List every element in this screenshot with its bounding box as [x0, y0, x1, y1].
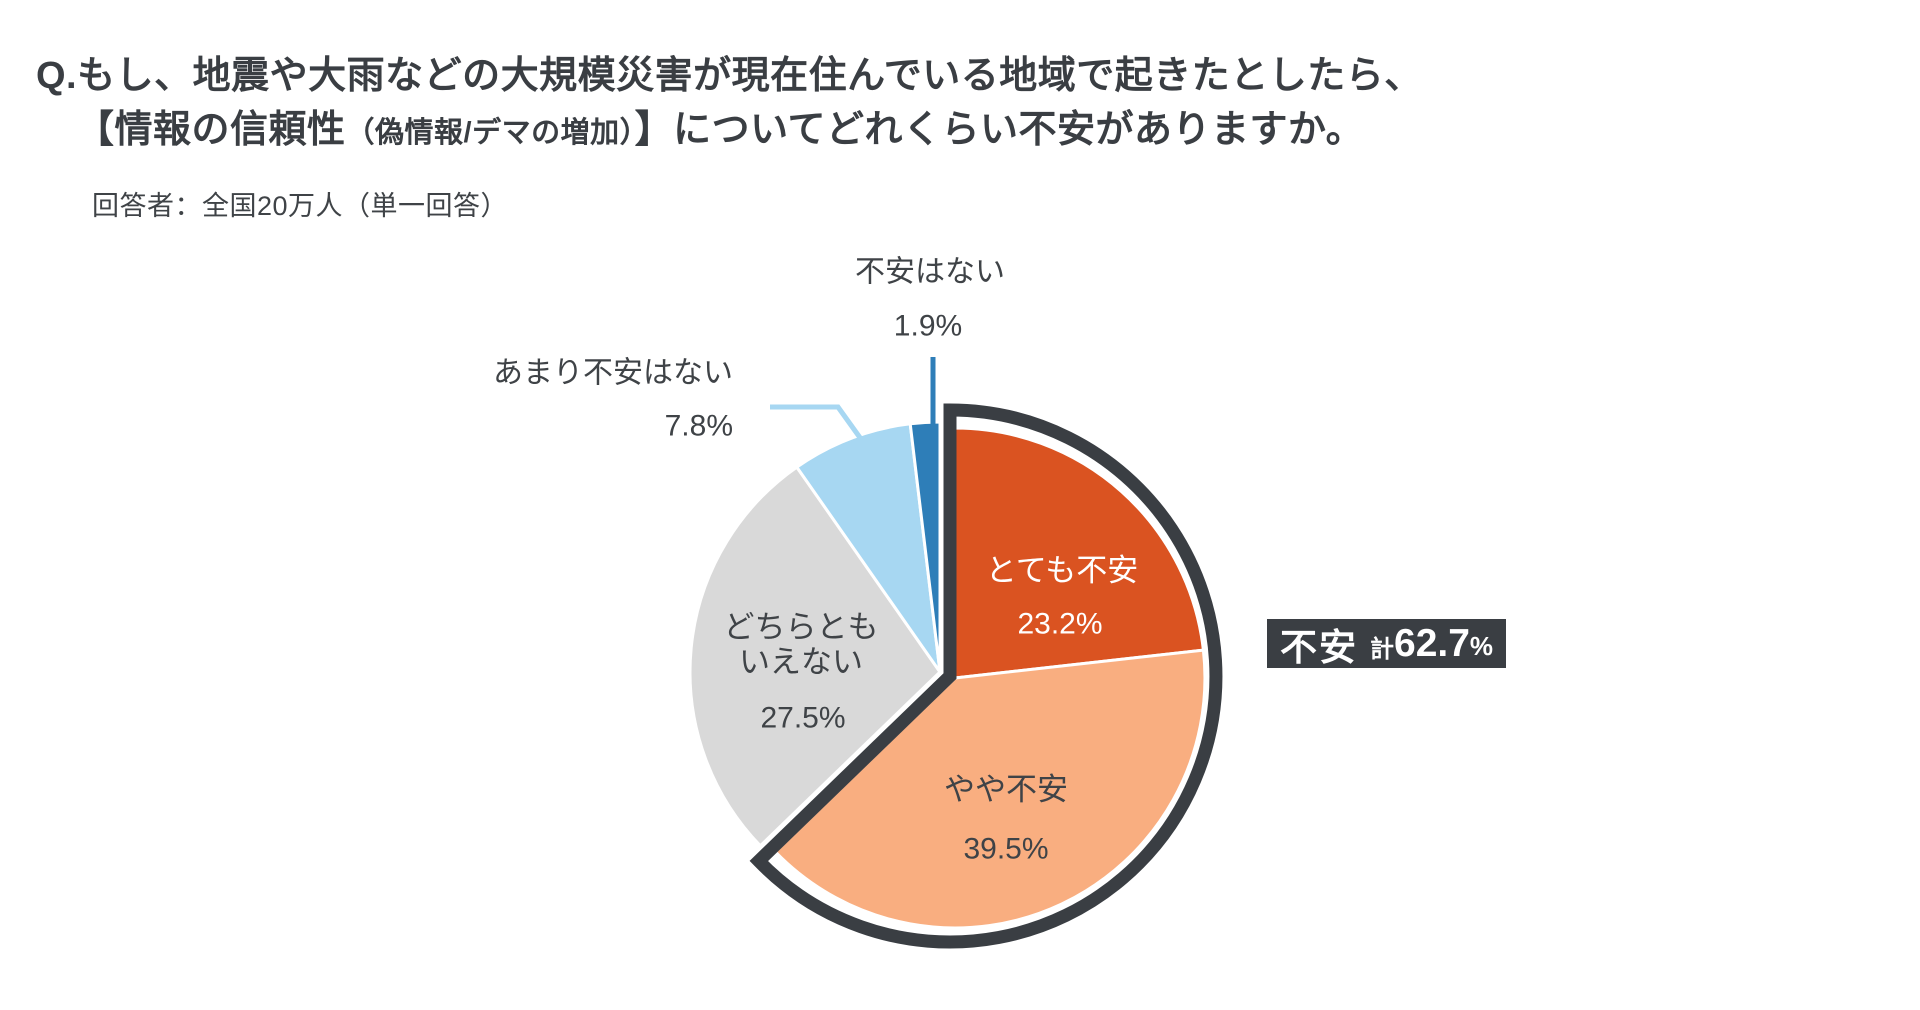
question-title-line1: Q.もし、地震や大雨などの大規模災害が現在住んでいる地域で起きたとしたら、: [36, 55, 1423, 97]
question-title-line2-parenthetical: （偽情報/デマの増加）: [345, 117, 635, 149]
respondents-note: 回答者：全国20万人（単一回答）: [92, 191, 509, 221]
label-very-anxious: とても不安: [985, 552, 1139, 588]
pie-slice-not-very-anxious: [794, 422, 942, 673]
label-neutral: どちらともいえない: [723, 609, 879, 679]
value-very-anxious: 23.2%: [1017, 607, 1103, 641]
badge-total-prefix: 計: [1370, 636, 1394, 663]
value-neutral: 27.5%: [760, 701, 846, 735]
value-not-very-anxious: 7.8%: [664, 409, 733, 443]
value-somewhat-anxious: 39.5%: [963, 832, 1049, 866]
pie-slice-somewhat-anxious: [773, 648, 1207, 930]
label-no-anxiety: 不安はない: [855, 255, 1005, 289]
pie-slice-neutral: [688, 465, 942, 848]
anxiety-total-badge: 不安 計 62.7 %: [1267, 619, 1507, 668]
anxiety-group-outline: [749, 403, 1223, 949]
question-title-line2: 【情報の信頼性（偽情報/デマの増加）】についてどれくらい不安がありますか。: [76, 98, 1364, 153]
question-title-line2-main-suffix: 】についてどれくらい不安がありますか。: [634, 109, 1365, 151]
label-not-very-anxious: あまり不安はない: [493, 356, 733, 390]
value-no-anxiety: 1.9%: [893, 309, 963, 343]
pie-slice-very-anxious: [953, 426, 1206, 680]
badge-total-value: 62.7: [1394, 621, 1470, 665]
pie-slice-no-anxiety: [908, 420, 942, 673]
badge-percent-unit: %: [1469, 631, 1494, 661]
label-somewhat-anxious: やや不安: [944, 771, 1068, 807]
badge-anxiety-label: 不安: [1280, 626, 1358, 668]
leader-line-not-very-anxious: [770, 404, 874, 455]
question-title-line2-main-prefix: 【情報の信頼性: [76, 109, 346, 151]
